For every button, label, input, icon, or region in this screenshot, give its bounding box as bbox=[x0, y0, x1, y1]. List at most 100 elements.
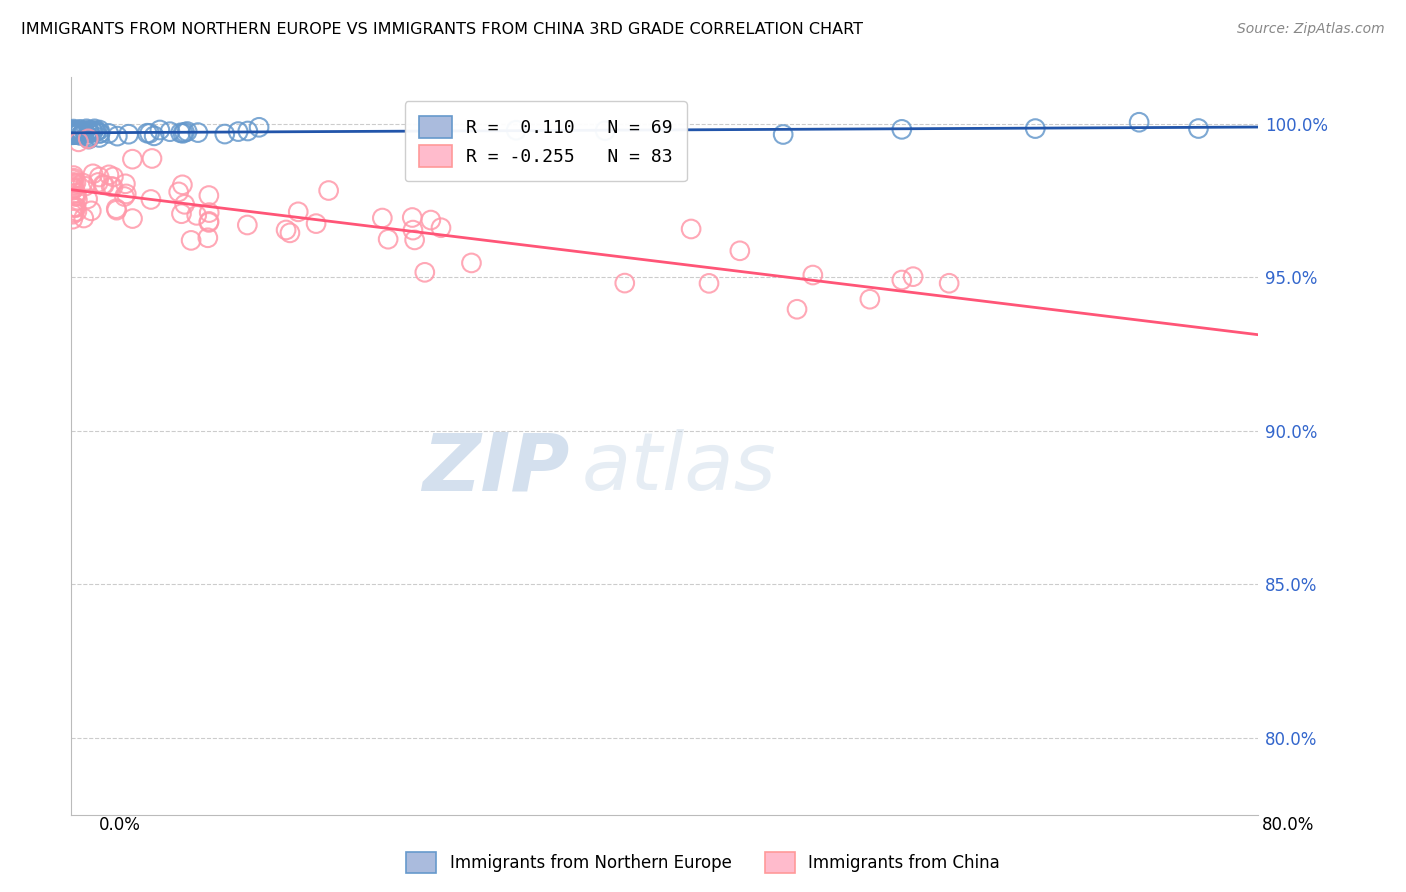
Point bbox=[402, 223, 425, 237]
Point bbox=[105, 129, 128, 144]
Point bbox=[772, 128, 794, 142]
Point bbox=[1187, 121, 1209, 136]
Text: 0.0%: 0.0% bbox=[98, 816, 141, 834]
Point bbox=[63, 181, 86, 195]
Point bbox=[62, 122, 84, 136]
Point bbox=[198, 215, 221, 229]
Point bbox=[169, 126, 191, 140]
Point bbox=[63, 171, 86, 186]
Point bbox=[198, 214, 221, 228]
Point bbox=[62, 173, 84, 187]
Point bbox=[180, 233, 202, 247]
Point bbox=[79, 126, 101, 140]
Point bbox=[505, 123, 527, 137]
Point bbox=[62, 123, 84, 137]
Point bbox=[77, 123, 100, 137]
Point bbox=[65, 176, 87, 190]
Point bbox=[77, 132, 100, 146]
Point bbox=[938, 277, 960, 291]
Point bbox=[65, 201, 87, 215]
Point bbox=[430, 220, 453, 235]
Point bbox=[305, 217, 328, 231]
Point bbox=[75, 179, 97, 194]
Point bbox=[318, 184, 340, 198]
Point bbox=[65, 186, 87, 200]
Point bbox=[65, 127, 87, 141]
Point bbox=[76, 121, 98, 136]
Point bbox=[197, 231, 219, 245]
Point bbox=[66, 193, 89, 207]
Point bbox=[70, 128, 93, 142]
Text: 80.0%: 80.0% bbox=[1263, 816, 1315, 834]
Point bbox=[69, 128, 91, 143]
Point bbox=[63, 178, 86, 192]
Point bbox=[172, 178, 194, 192]
Point bbox=[100, 179, 122, 194]
Point bbox=[65, 128, 87, 142]
Point bbox=[89, 126, 111, 140]
Point bbox=[97, 127, 120, 141]
Point bbox=[73, 125, 96, 139]
Point bbox=[82, 125, 104, 139]
Point bbox=[62, 126, 84, 140]
Point bbox=[1024, 121, 1046, 136]
Point bbox=[159, 125, 181, 139]
Point bbox=[114, 177, 136, 191]
Point bbox=[149, 123, 172, 137]
Point bbox=[236, 218, 259, 232]
Point bbox=[72, 127, 94, 141]
Point bbox=[117, 127, 139, 141]
Point bbox=[66, 189, 89, 203]
Point bbox=[173, 197, 195, 211]
Point bbox=[728, 244, 751, 258]
Point bbox=[93, 178, 115, 192]
Point bbox=[69, 125, 91, 139]
Point bbox=[62, 175, 84, 189]
Point bbox=[66, 126, 89, 140]
Point bbox=[198, 188, 221, 202]
Point bbox=[890, 273, 912, 287]
Point bbox=[77, 125, 100, 139]
Point bbox=[198, 205, 221, 219]
Point bbox=[593, 124, 616, 138]
Point bbox=[62, 201, 84, 215]
Point bbox=[901, 269, 924, 284]
Point bbox=[91, 178, 114, 192]
Point bbox=[419, 213, 441, 227]
Point bbox=[87, 176, 110, 190]
Point bbox=[62, 126, 84, 140]
Point bbox=[62, 128, 84, 142]
Point bbox=[80, 203, 103, 218]
Point bbox=[62, 127, 84, 141]
Point bbox=[62, 183, 84, 197]
Point bbox=[66, 124, 89, 138]
Point bbox=[62, 178, 84, 193]
Point bbox=[62, 127, 84, 141]
Legend: Immigrants from Northern Europe, Immigrants from China: Immigrants from Northern Europe, Immigra… bbox=[399, 846, 1007, 880]
Point bbox=[65, 127, 87, 141]
Point bbox=[77, 130, 100, 145]
Point bbox=[76, 128, 98, 143]
Point bbox=[65, 125, 87, 139]
Point bbox=[214, 127, 236, 141]
Point bbox=[62, 181, 84, 195]
Point bbox=[404, 233, 426, 247]
Point bbox=[63, 200, 86, 214]
Point bbox=[115, 186, 138, 201]
Point bbox=[66, 123, 89, 137]
Point bbox=[371, 211, 394, 225]
Point bbox=[173, 125, 195, 139]
Point bbox=[89, 169, 111, 184]
Point bbox=[76, 192, 98, 206]
Point bbox=[66, 125, 89, 139]
Point bbox=[786, 302, 808, 317]
Point bbox=[89, 123, 111, 137]
Point bbox=[890, 122, 912, 136]
Point bbox=[859, 292, 882, 306]
Point bbox=[278, 226, 301, 240]
Point bbox=[105, 203, 128, 218]
Point bbox=[143, 128, 166, 143]
Text: ZIP: ZIP bbox=[422, 429, 569, 508]
Legend: R =  0.110   N = 69, R = -0.255   N = 83: R = 0.110 N = 69, R = -0.255 N = 83 bbox=[405, 101, 688, 181]
Point bbox=[460, 256, 482, 270]
